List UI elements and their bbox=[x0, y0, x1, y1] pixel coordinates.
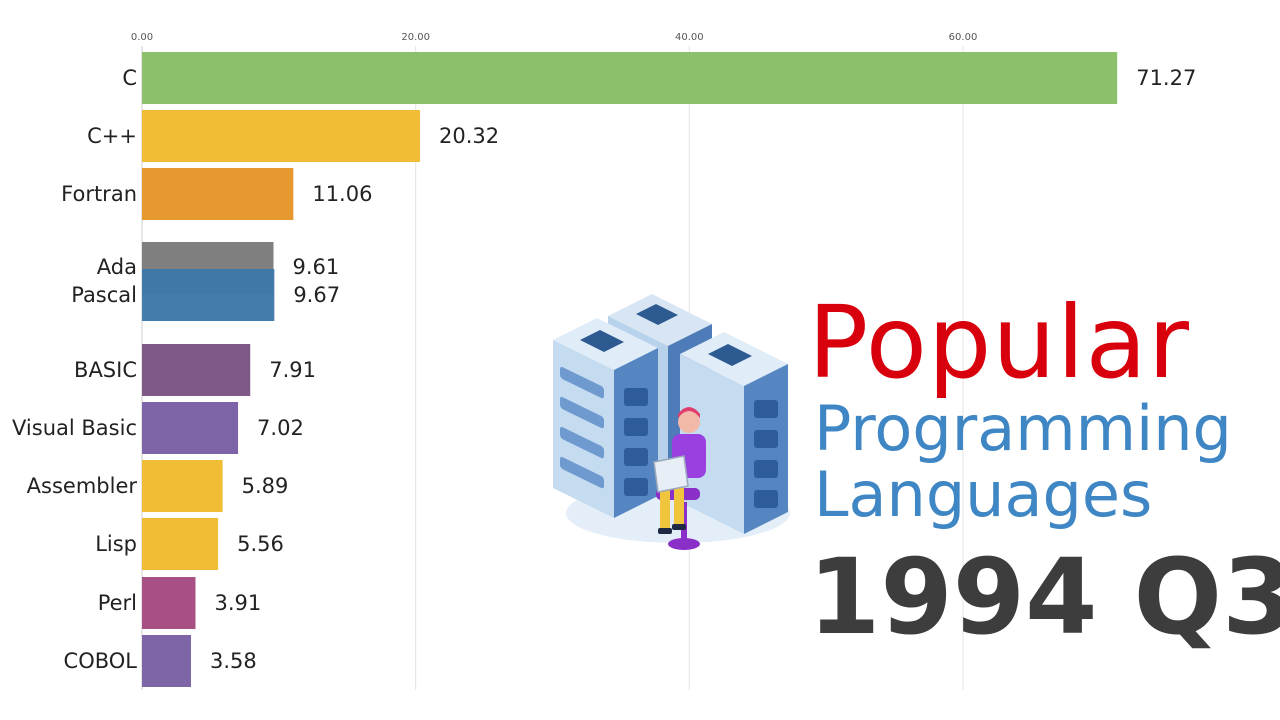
value-label: 11.06 bbox=[312, 182, 372, 206]
category-label: Assembler bbox=[27, 474, 138, 498]
title-programming: Programming bbox=[814, 392, 1232, 465]
category-label: Perl bbox=[98, 591, 137, 615]
value-label: 9.61 bbox=[292, 255, 339, 279]
title-block: Popular Programming Languages 1994 Q3 bbox=[808, 284, 1280, 658]
server-rack-left-icon bbox=[553, 318, 658, 518]
bar-fortran bbox=[142, 168, 294, 220]
bar-c- bbox=[142, 110, 421, 162]
value-label: 3.91 bbox=[215, 591, 262, 615]
x-tick-label: 60.00 bbox=[949, 32, 978, 43]
title-languages: Languages bbox=[814, 458, 1153, 531]
bar-basic bbox=[142, 344, 251, 396]
labels: 0.00 20.00 40.00 60.00 C 71.27 C++ 20.32 Fortran… bbox=[12, 32, 1196, 673]
x-tick-label: 0.00 bbox=[131, 32, 153, 43]
value-label: 20.32 bbox=[439, 124, 499, 148]
bar-pascal bbox=[142, 269, 275, 321]
bar-c bbox=[142, 52, 1118, 104]
value-label: 7.91 bbox=[269, 358, 316, 382]
category-label: Lisp bbox=[95, 532, 137, 556]
category-label: C bbox=[122, 66, 137, 90]
server-rack-right-icon bbox=[680, 332, 788, 534]
category-label: COBOL bbox=[64, 649, 138, 673]
bar-cobol bbox=[142, 635, 191, 687]
value-label: 3.58 bbox=[210, 649, 257, 673]
category-label: Pascal bbox=[71, 283, 137, 307]
x-tick-label: 40.00 bbox=[675, 32, 704, 43]
bar-perl bbox=[142, 577, 196, 629]
bar-lisp bbox=[142, 518, 219, 570]
value-label: 5.56 bbox=[237, 532, 284, 556]
value-label: 7.02 bbox=[257, 416, 304, 440]
value-label: 9.67 bbox=[293, 283, 340, 307]
period-label: 1994 Q3 bbox=[808, 536, 1280, 658]
value-label: 5.89 bbox=[242, 474, 289, 498]
category-label: Ada bbox=[97, 255, 137, 279]
bar-assembler bbox=[142, 460, 223, 512]
title-popular: Popular bbox=[808, 284, 1190, 401]
category-label: Visual Basic bbox=[12, 416, 137, 440]
value-label: 71.27 bbox=[1136, 66, 1196, 90]
bar-visual-basic bbox=[142, 402, 239, 454]
x-tick-label: 20.00 bbox=[401, 32, 430, 43]
server-illustration bbox=[548, 288, 798, 567]
category-label: Fortran bbox=[61, 182, 137, 206]
category-label: C++ bbox=[87, 124, 137, 148]
person-with-laptop-icon bbox=[653, 407, 706, 550]
bars bbox=[142, 52, 1118, 687]
category-label: BASIC bbox=[74, 358, 137, 382]
